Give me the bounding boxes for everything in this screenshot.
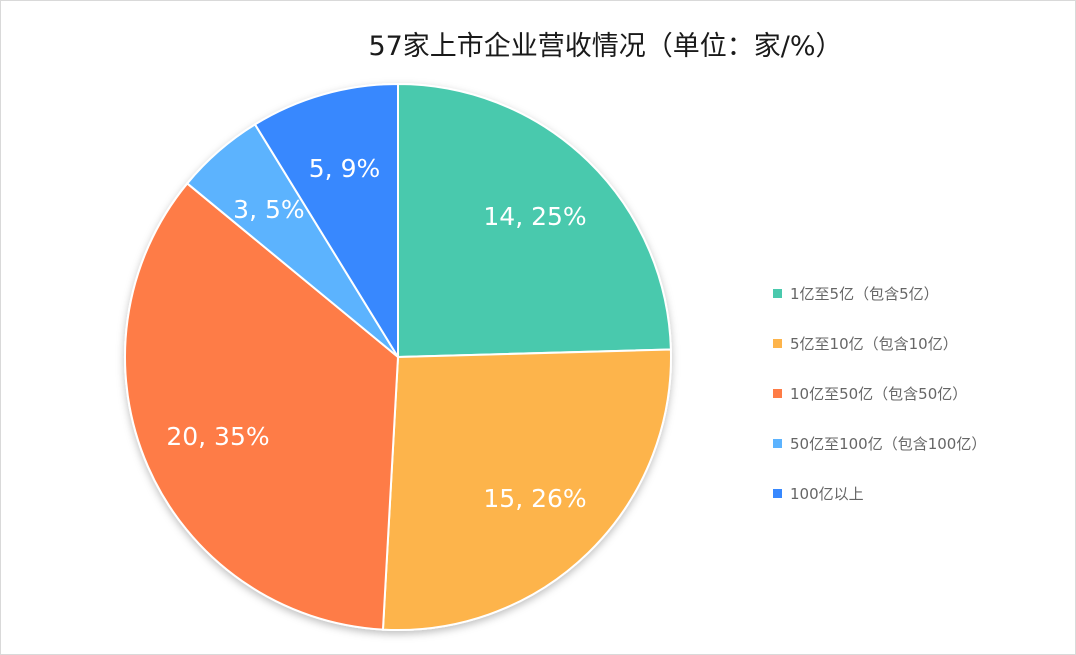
legend-label: 5亿至10亿（包含10亿） <box>790 334 958 353</box>
slice-data-label: 15, 26% <box>483 484 586 513</box>
legend-label: 50亿至100亿（包含100亿） <box>790 434 987 453</box>
legend-swatch-icon <box>773 388 782 398</box>
pie-slice <box>397 82 672 359</box>
slice-data-label: 5, 9% <box>309 154 380 183</box>
legend-swatch-icon <box>773 488 782 498</box>
slice-data-label: 3, 5% <box>233 195 304 224</box>
legend-item[interactable]: 1亿至5亿（包含5亿） <box>773 268 986 318</box>
slice-data-label: 14, 25% <box>483 202 586 231</box>
legend-item[interactable]: 5亿至10亿（包含10亿） <box>773 318 986 368</box>
legend-swatch-icon <box>773 438 782 448</box>
legend: 1亿至5亿（包含5亿） 5亿至10亿（包含10亿） 10亿至50亿（包含50亿） 50… <box>773 268 986 518</box>
pie-slice <box>253 82 399 361</box>
legend-label: 100亿以上 <box>790 484 864 503</box>
legend-swatch-icon <box>773 338 782 348</box>
chart-title: 57家上市企业营收情况（单位：家/%） <box>368 31 843 62</box>
legend-label: 10亿至50亿（包含50亿） <box>790 384 968 403</box>
pie-slice <box>381 348 672 631</box>
pie-slice <box>124 182 400 631</box>
legend-label: 1亿至5亿（包含5亿） <box>790 284 939 303</box>
legend-item[interactable]: 50亿至100亿（包含100亿） <box>773 418 986 468</box>
slice-data-label: 20, 35% <box>166 422 269 451</box>
legend-item[interactable]: 10亿至50亿（包含50亿） <box>773 368 986 418</box>
legend-item[interactable]: 100亿以上 <box>773 468 986 518</box>
legend-swatch-icon <box>773 288 782 298</box>
